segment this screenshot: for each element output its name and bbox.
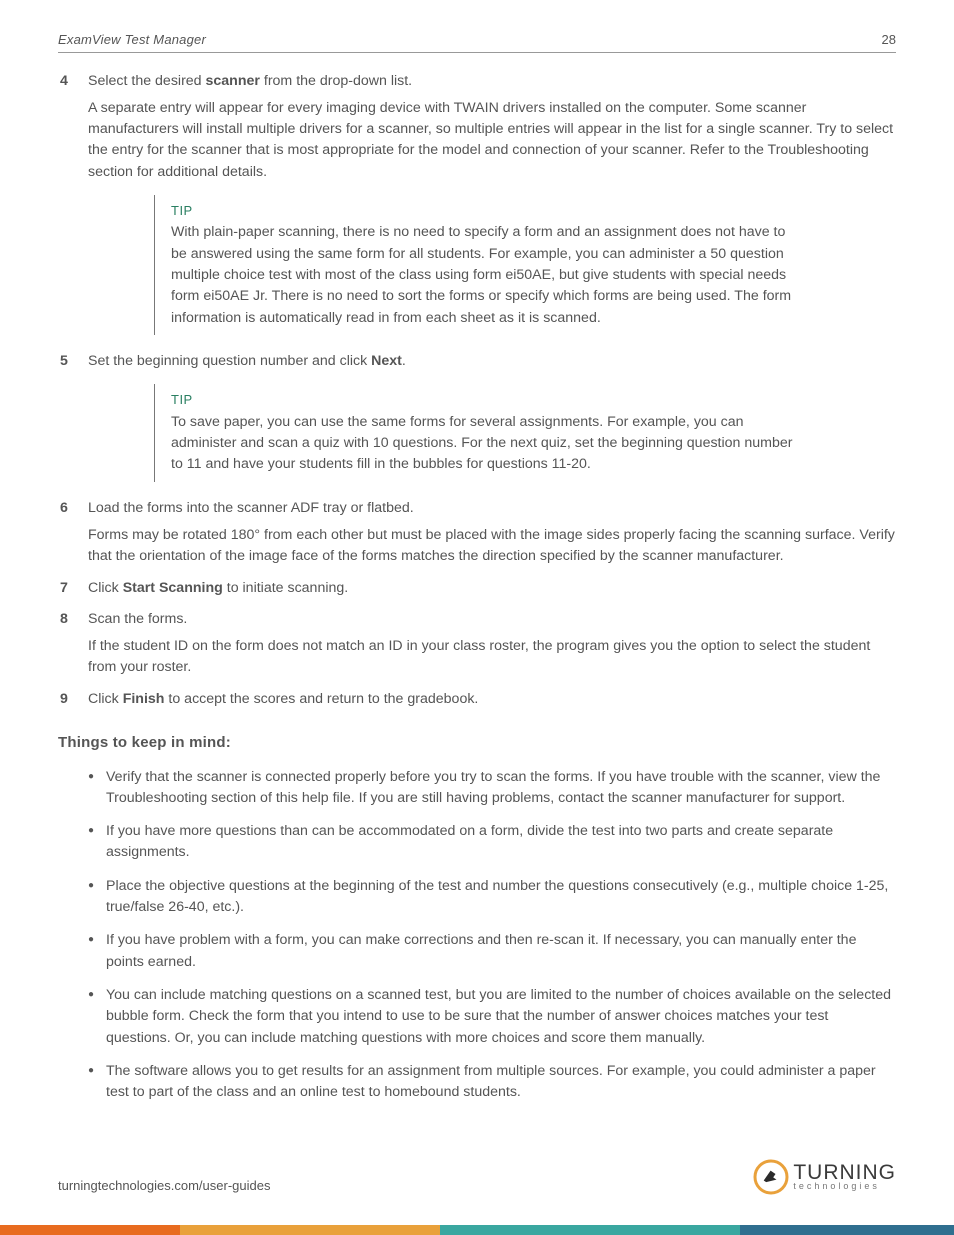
bullet-dot-icon: ●	[88, 985, 106, 1049]
footer-color-bar	[0, 1225, 954, 1235]
step-body: Click Finish to accept the scores and re…	[88, 689, 896, 710]
brand-text: TURNING technologies	[793, 1164, 896, 1190]
bullet-dot-icon: ●	[88, 930, 106, 973]
page-number: 28	[882, 30, 896, 50]
footer-bar-segment	[740, 1225, 954, 1235]
bullet-text: The software allows you to get results f…	[106, 1061, 896, 1104]
step-item: 8Scan the forms. If the student ID on the…	[58, 609, 896, 679]
header-title: ExamView Test Manager	[58, 30, 206, 50]
bullet-dot-icon: ●	[88, 1061, 106, 1104]
step-paragraph: If the student ID on the form does not m…	[88, 636, 896, 679]
page: ExamView Test Manager 28 4Select the des…	[0, 0, 954, 1235]
step-body: Load the forms into the scanner ADF tray…	[88, 498, 896, 568]
step-paragraph: A separate entry will appear for every i…	[88, 98, 896, 183]
step-paragraph: Scan the forms.	[88, 609, 896, 630]
step-item: 4Select the desired scanner from the dro…	[58, 71, 896, 183]
step-paragraph: Click Finish to accept the scores and re…	[88, 689, 896, 710]
step-item: 6Load the forms into the scanner ADF tra…	[58, 498, 896, 568]
step-number: 8	[58, 609, 88, 679]
footer-url: turningtechnologies.com/user-guides	[58, 1176, 270, 1196]
bullet-item: ●The software allows you to get results …	[88, 1061, 896, 1104]
tip-block: TIPWith plain-paper scanning, there is n…	[154, 195, 794, 335]
step-number: 7	[58, 578, 88, 599]
tip-wrapper: TIPTo save paper, you can use the same f…	[58, 384, 896, 481]
bullet-item: ●You can include matching questions on a…	[88, 985, 896, 1049]
section-heading: Things to keep in mind:	[58, 732, 896, 755]
bullet-text: Verify that the scanner is connected pro…	[106, 767, 896, 810]
step-paragraph: Forms may be rotated 180° from each othe…	[88, 525, 896, 568]
bullet-dot-icon: ●	[88, 767, 106, 810]
steps-list: 4Select the desired scanner from the dro…	[58, 71, 896, 711]
footer-bar-segment	[0, 1225, 180, 1235]
bullet-text: Place the objective questions at the beg…	[106, 876, 896, 919]
bold-text: Next	[371, 353, 402, 369]
arrow-circle-icon	[753, 1159, 789, 1195]
footer-bar-segment	[180, 1225, 440, 1235]
bullet-text: If you have more questions than can be a…	[106, 821, 896, 864]
bold-text: scanner	[206, 73, 260, 89]
step-number: 5	[58, 351, 88, 372]
step-item: 7Click Start Scanning to initiate scanni…	[58, 578, 896, 599]
tip-label: TIP	[171, 390, 794, 410]
step-paragraph: Select the desired scanner from the drop…	[88, 71, 896, 92]
step-paragraph: Set the beginning question number and cl…	[88, 351, 896, 372]
bullet-text: If you have problem with a form, you can…	[106, 930, 896, 973]
bullet-list: ●Verify that the scanner is connected pr…	[88, 767, 896, 1104]
step-number: 4	[58, 71, 88, 183]
step-number: 6	[58, 498, 88, 568]
step-paragraph: Load the forms into the scanner ADF tray…	[88, 498, 896, 519]
bullet-dot-icon: ●	[88, 876, 106, 919]
brand-sub: technologies	[793, 1182, 896, 1190]
bold-text: Start Scanning	[123, 580, 223, 596]
bullet-dot-icon: ●	[88, 821, 106, 864]
step-body: Set the beginning question number and cl…	[88, 351, 896, 372]
tip-label: TIP	[171, 201, 794, 221]
bullet-item: ●Verify that the scanner is connected pr…	[88, 767, 896, 810]
tip-wrapper: TIPWith plain-paper scanning, there is n…	[58, 195, 896, 335]
page-footer: turningtechnologies.com/user-guides TURN…	[58, 1159, 896, 1195]
step-item: 5Set the beginning question number and c…	[58, 351, 896, 372]
bullet-item: ●If you have more questions than can be …	[88, 821, 896, 864]
step-item: 9Click Finish to accept the scores and r…	[58, 689, 896, 710]
step-body: Click Start Scanning to initiate scannin…	[88, 578, 896, 599]
step-body: Scan the forms. If the student ID on the …	[88, 609, 896, 679]
step-body: Select the desired scanner from the drop…	[88, 71, 896, 183]
tip-text: With plain-paper scanning, there is no n…	[171, 222, 794, 328]
bold-text: Finish	[123, 691, 165, 707]
brand-logo: TURNING technologies	[753, 1159, 896, 1195]
step-number: 9	[58, 689, 88, 710]
footer-bar-segment	[440, 1225, 740, 1235]
bullet-item: ●Place the objective questions at the be…	[88, 876, 896, 919]
step-paragraph: Click Start Scanning to initiate scannin…	[88, 578, 896, 599]
bullet-item: ●If you have problem with a form, you ca…	[88, 930, 896, 973]
tip-block: TIPTo save paper, you can use the same f…	[154, 384, 794, 481]
bullet-text: You can include matching questions on a …	[106, 985, 896, 1049]
tip-text: To save paper, you can use the same form…	[171, 412, 794, 476]
page-header: ExamView Test Manager 28	[58, 30, 896, 53]
